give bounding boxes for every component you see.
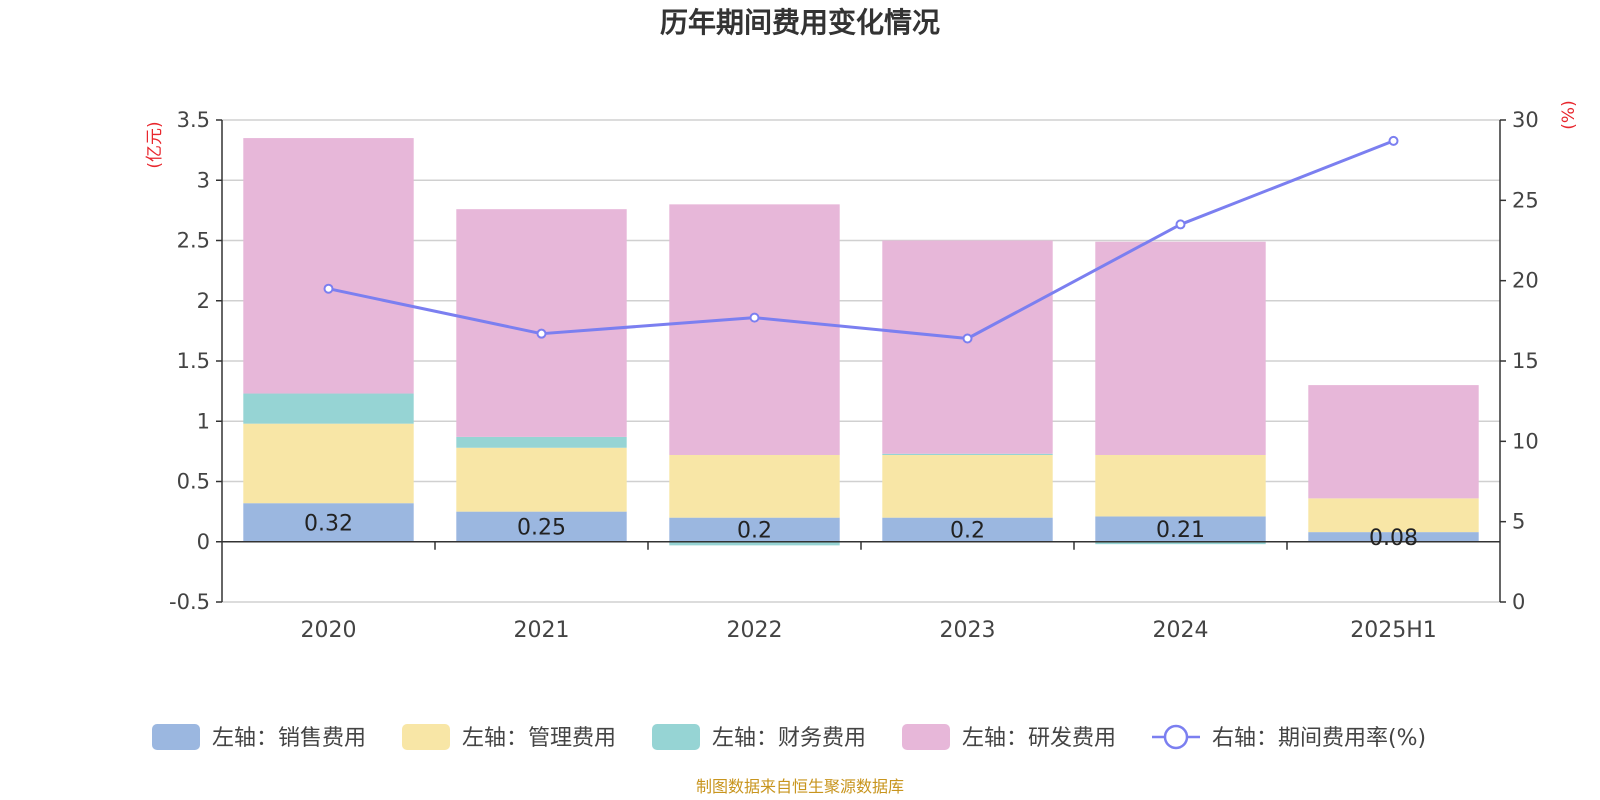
- axes: -0.5 0 0.5 1 1.5 2 2.5 3 3.5 0 5 10 15 20 25 30 2020 2021…: [169, 108, 1539, 643]
- left-axis-tick-label: 0: [197, 530, 210, 554]
- bar-segment: [1308, 498, 1479, 533]
- right-axis-tick-label: 20: [1512, 269, 1539, 293]
- left-axis-tick-label: 0.5: [177, 470, 210, 494]
- left-axis-tick-label: 2: [197, 289, 210, 313]
- x-axis-tick-label: 2020: [301, 618, 357, 643]
- bar-data-label: 0.2: [737, 519, 772, 544]
- bar-segment: [669, 517, 840, 542]
- rate-point: [536, 328, 547, 339]
- rate-line: [328, 139, 1395, 341]
- legend-label: 左轴：销售费用: [212, 726, 366, 751]
- rate-point: [323, 283, 334, 294]
- bar-data-label: 0.08: [1369, 526, 1418, 551]
- bar-data-label: 0.32: [304, 511, 353, 536]
- right-axis-tick-label: 30: [1512, 108, 1539, 132]
- left-axis-tick-label: 2.5: [177, 229, 210, 253]
- bar-segment: [882, 453, 1053, 455]
- right-axis-tick-label: 5: [1512, 510, 1525, 534]
- bar-data-label: 0.25: [517, 516, 566, 541]
- bar-segment: [669, 204, 840, 455]
- left-axis-tick-label: -0.5: [169, 590, 210, 614]
- rate-point: [1388, 135, 1399, 146]
- bar-segment: [882, 240, 1053, 454]
- rate-point: [749, 312, 760, 323]
- left-axis-tick-label: 1.5: [177, 349, 210, 373]
- legend-swatch: [402, 724, 450, 750]
- rate-point: [962, 333, 973, 344]
- bar-segment: [456, 447, 627, 512]
- x-axis-tick-label: 2022: [727, 618, 783, 643]
- chart-title: 历年期间费用变化情况: [660, 6, 940, 39]
- legend-label: 左轴：财务费用: [712, 726, 866, 751]
- legend-marker: [1163, 724, 1189, 750]
- legend: 左轴：销售费用 左轴：管理费用 左轴：财务费用 左轴：研发费用 右轴：期间费用率(%): [152, 724, 1426, 751]
- bar-segment: [243, 138, 414, 394]
- left-axis-tick-label: 3: [197, 168, 210, 192]
- rate-line-layer: [323, 135, 1399, 344]
- right-axis-tick-label: 10: [1512, 429, 1539, 453]
- legend-label: 左轴：管理费用: [462, 726, 616, 751]
- bar-segment: [1095, 541, 1266, 545]
- bar-segment: [456, 511, 627, 542]
- bar-segment: [669, 541, 840, 546]
- x-axis-tick-label: 2024: [1153, 618, 1209, 643]
- left-axis-tick-label: 1: [197, 409, 210, 433]
- x-axis-tick-label: 2023: [940, 618, 996, 643]
- left-axis-unit: (亿元): [145, 121, 165, 168]
- legend-swatch: [902, 724, 950, 750]
- source-note: 制图数据来自恒生聚源数据库: [696, 777, 904, 796]
- bar-layer: [243, 138, 1479, 546]
- bar-segment: [1095, 516, 1266, 542]
- bar-segment: [456, 209, 627, 437]
- x-axis-tick-label: 2025H1: [1350, 618, 1437, 643]
- rate-point: [1175, 219, 1186, 230]
- data-label-layer: 0.32 0.25 0.2 0.2 0.21 0.08: [304, 511, 1418, 550]
- bar-segment: [882, 454, 1053, 518]
- bar-segment: [1095, 454, 1266, 517]
- right-axis-tick-label: 0: [1512, 590, 1525, 614]
- bar-segment: [243, 503, 414, 542]
- legend-label: 右轴：期间费用率(%): [1212, 726, 1426, 751]
- bar-segment: [882, 517, 1053, 542]
- left-axis-tick-label: 3.5: [177, 108, 210, 132]
- bar-segment: [1095, 241, 1266, 455]
- bar-segment: [669, 454, 840, 518]
- legend-swatch: [152, 724, 200, 750]
- bar-segment: [1308, 532, 1479, 542]
- legend-label: 左轴：研发费用: [962, 726, 1116, 751]
- bar-segment: [456, 436, 627, 448]
- legend-swatch: [652, 724, 700, 750]
- right-axis-unit: (%): [1559, 100, 1579, 129]
- x-axis-tick-label: 2021: [514, 618, 570, 643]
- bar-segment: [243, 423, 414, 504]
- bar-data-label: 0.2: [950, 519, 985, 544]
- right-axis-tick-label: 15: [1512, 349, 1539, 373]
- bar-segment: [1308, 385, 1479, 499]
- bar-data-label: 0.21: [1156, 518, 1205, 543]
- bar-segment: [243, 393, 414, 424]
- right-axis-tick-label: 25: [1512, 188, 1539, 212]
